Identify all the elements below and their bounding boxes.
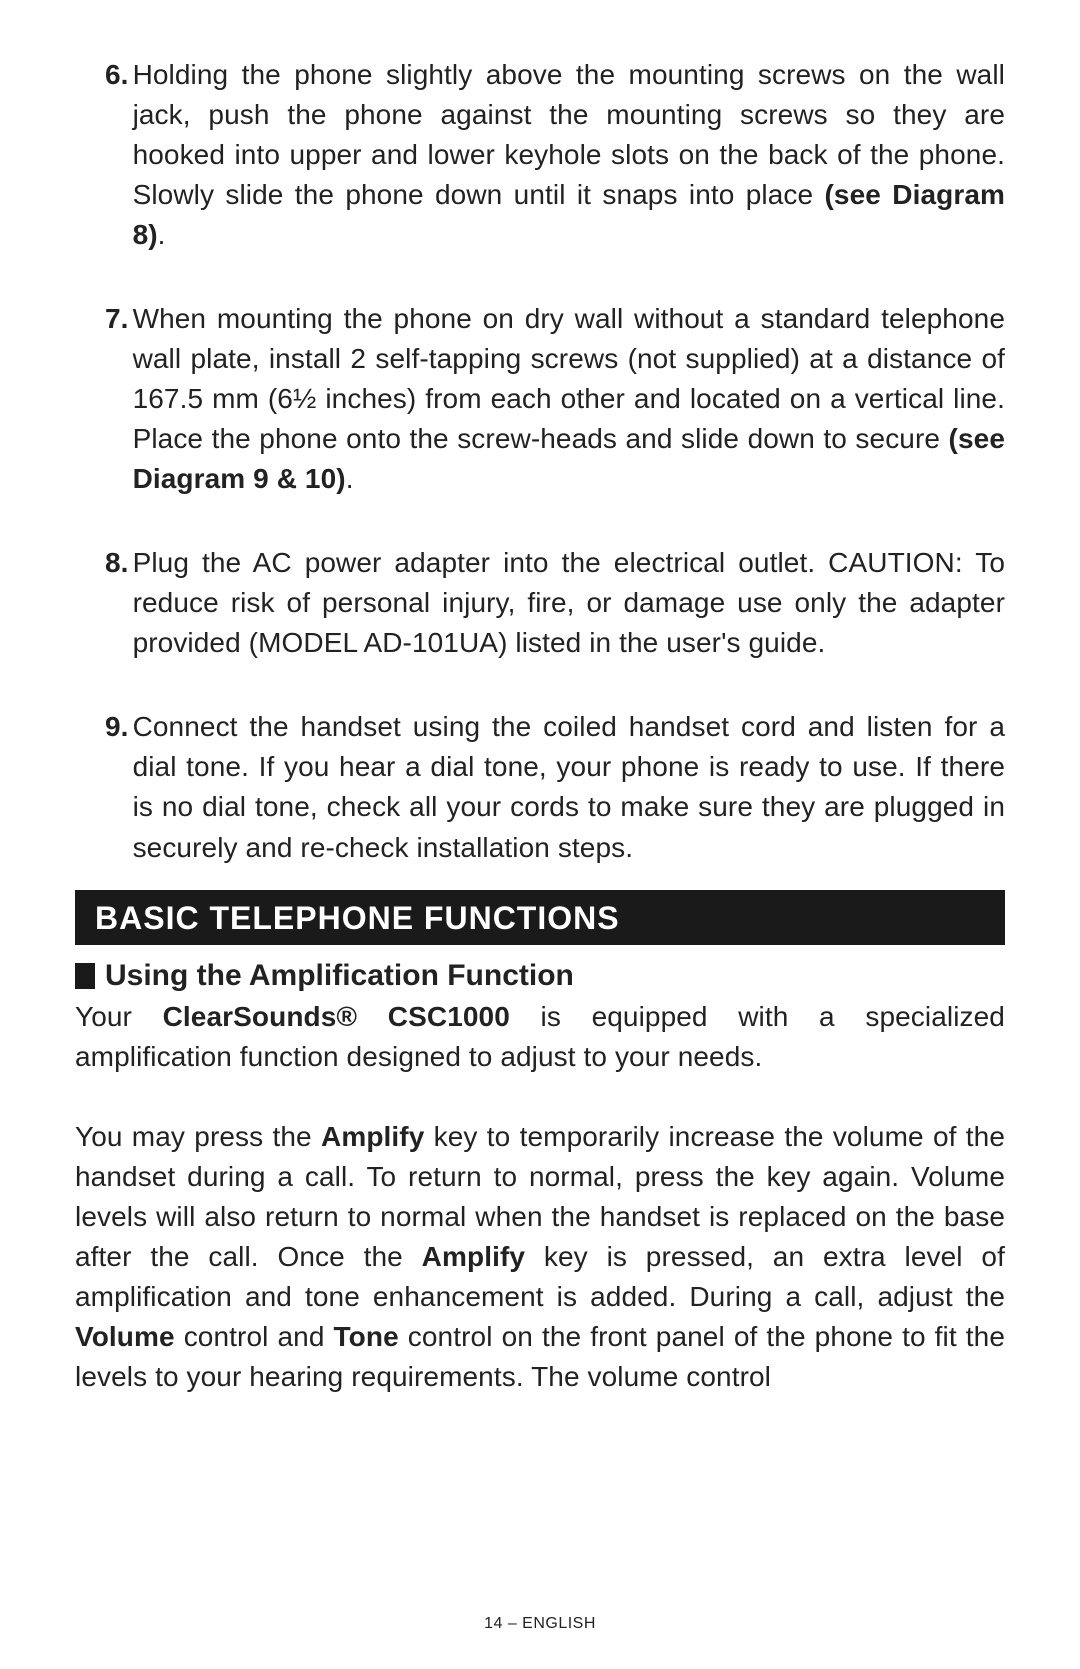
square-bullet-icon	[75, 963, 95, 989]
instruction-number: 8.	[105, 543, 129, 663]
instruction-text: When mounting the phone on dry wall with…	[133, 299, 1005, 499]
instruction-item: 9. Connect the handset using the coiled …	[75, 707, 1005, 867]
instruction-number: 9.	[105, 707, 129, 867]
subsection-heading: Using the Amplification Function	[105, 959, 574, 993]
instruction-item: 7. When mounting the phone on dry wall w…	[75, 299, 1005, 499]
instruction-number: 6.	[105, 55, 129, 255]
page-footer: 14 – ENGLISH	[0, 1615, 1080, 1633]
section-header: BASIC TELEPHONE FUNCTIONS	[75, 890, 1005, 945]
body-paragraph: You may press the Amplify key to tempora…	[75, 1117, 1005, 1397]
instruction-text: Holding the phone slightly above the mou…	[133, 55, 1005, 255]
instruction-text: Connect the handset using the coiled han…	[133, 707, 1005, 867]
body-paragraph: Your ClearSounds® CSC1000 is equipped wi…	[75, 997, 1005, 1077]
instruction-item: 8. Plug the AC power adapter into the el…	[75, 543, 1005, 663]
subsection-heading-row: Using the Amplification Function	[75, 959, 1005, 993]
instruction-number: 7.	[105, 299, 129, 499]
instruction-item: 6. Holding the phone slightly above the …	[75, 55, 1005, 255]
instruction-text: Plug the AC power adapter into the elect…	[133, 543, 1005, 663]
instructions-list: 6. Holding the phone slightly above the …	[75, 55, 1005, 868]
